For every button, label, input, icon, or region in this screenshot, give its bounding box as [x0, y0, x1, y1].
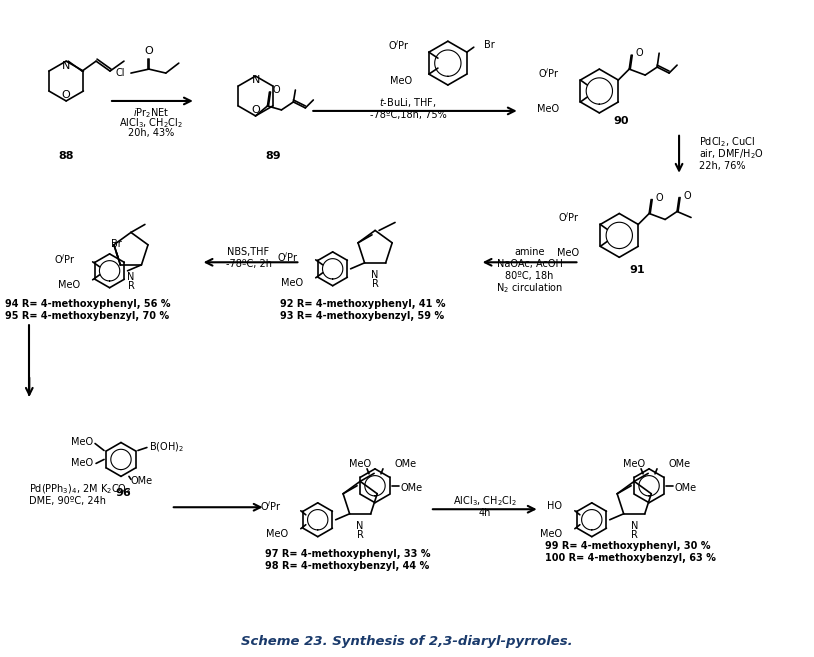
Text: PdCl$_2$, CuCl: PdCl$_2$, CuCl: [699, 135, 755, 148]
Text: 94 R= 4-methoxyphenyl, 56 %: 94 R= 4-methoxyphenyl, 56 %: [6, 299, 171, 309]
Text: OMe: OMe: [131, 476, 153, 486]
Text: OMe: OMe: [669, 459, 691, 469]
Text: Br: Br: [111, 239, 122, 249]
Text: N: N: [357, 521, 364, 531]
Text: NBS,THF: NBS,THF: [227, 247, 269, 258]
Text: 95 R= 4-methoxybenzyl, 70 %: 95 R= 4-methoxybenzyl, 70 %: [6, 311, 169, 321]
Text: MeO: MeO: [349, 459, 371, 469]
Text: $i$Pr$_2$NEt: $i$Pr$_2$NEt: [133, 106, 169, 120]
Text: MeO: MeO: [265, 529, 288, 539]
Text: Pd(PPh$_3$)$_4$, 2M K$_2$CO$_3$: Pd(PPh$_3$)$_4$, 2M K$_2$CO$_3$: [29, 482, 132, 496]
Text: O$^i$Pr: O$^i$Pr: [388, 38, 410, 52]
Text: MeO: MeO: [58, 280, 80, 290]
Text: 4h: 4h: [479, 509, 491, 518]
Text: R: R: [357, 530, 364, 540]
Text: 22h, 76%: 22h, 76%: [699, 161, 746, 171]
Text: MeO: MeO: [537, 104, 559, 114]
Text: B(OH)$_2$: B(OH)$_2$: [149, 441, 184, 454]
Text: 99 R= 4-methoxyphenyl, 30 %: 99 R= 4-methoxyphenyl, 30 %: [545, 541, 710, 551]
Text: MeO: MeO: [623, 459, 645, 469]
Text: -78ºC,18h, 75%: -78ºC,18h, 75%: [370, 110, 446, 120]
Text: $t$-BuLi, THF,: $t$-BuLi, THF,: [379, 97, 437, 110]
Text: NaOAc, AcOH: NaOAc, AcOH: [497, 260, 562, 269]
Text: AlCl$_3$, CH$_2$Cl$_2$: AlCl$_3$, CH$_2$Cl$_2$: [119, 116, 183, 130]
Text: -78ºC, 2h: -78ºC, 2h: [225, 260, 272, 269]
Text: MeO: MeO: [558, 248, 580, 258]
Text: O: O: [635, 48, 643, 58]
Text: air, DMF/H$_2$O: air, DMF/H$_2$O: [699, 147, 764, 161]
Text: O$^i$Pr: O$^i$Pr: [277, 250, 299, 263]
Text: MeO: MeO: [540, 529, 562, 539]
Text: amine: amine: [514, 247, 545, 258]
Text: 92 R= 4-methoxyphenyl, 41 %: 92 R= 4-methoxyphenyl, 41 %: [281, 299, 446, 309]
Text: O$^i$Pr: O$^i$Pr: [260, 499, 282, 512]
Text: OMe: OMe: [395, 459, 417, 469]
Text: O$^i$Pr: O$^i$Pr: [54, 252, 76, 266]
Text: 80ºC, 18h: 80ºC, 18h: [505, 271, 554, 281]
Text: N$_2$ circulation: N$_2$ circulation: [496, 281, 563, 295]
Text: 97 R= 4-methoxyphenyl, 33 %: 97 R= 4-methoxyphenyl, 33 %: [265, 549, 431, 559]
Text: O$^i$Pr: O$^i$Pr: [558, 211, 580, 225]
Text: 88: 88: [59, 150, 74, 161]
Text: MeO: MeO: [281, 278, 303, 288]
Text: 93 R= 4-methoxybenzyl, 59 %: 93 R= 4-methoxybenzyl, 59 %: [281, 311, 444, 321]
Text: O: O: [683, 191, 691, 200]
Text: MeO: MeO: [71, 436, 93, 447]
Text: N: N: [127, 272, 134, 283]
Text: N: N: [252, 75, 260, 85]
Text: 100 R= 4-methoxybenzyl, 63 %: 100 R= 4-methoxybenzyl, 63 %: [545, 553, 716, 563]
Text: N: N: [62, 61, 70, 71]
Text: O$^i$Pr: O$^i$Pr: [537, 66, 559, 80]
Text: MeO: MeO: [390, 76, 412, 86]
Text: HO: HO: [547, 501, 562, 510]
Text: 89: 89: [265, 150, 282, 161]
Text: DME, 90ºC, 24h: DME, 90ºC, 24h: [29, 496, 107, 507]
Text: N: N: [631, 521, 638, 531]
Text: Cl: Cl: [116, 68, 125, 78]
Text: 98 R= 4-methoxybenzyl, 44 %: 98 R= 4-methoxybenzyl, 44 %: [265, 561, 430, 571]
Text: O: O: [145, 46, 153, 57]
Text: O: O: [62, 90, 71, 100]
Text: 20h, 43%: 20h, 43%: [128, 128, 174, 138]
Text: 96: 96: [115, 488, 131, 498]
Text: O: O: [252, 105, 260, 115]
Text: 91: 91: [629, 265, 645, 275]
Text: 90: 90: [614, 116, 629, 126]
Text: OMe: OMe: [675, 483, 697, 493]
Text: R: R: [372, 279, 379, 289]
Text: AlCl$_3$, CH$_2$Cl$_2$: AlCl$_3$, CH$_2$Cl$_2$: [453, 494, 517, 508]
Text: MeO: MeO: [71, 459, 93, 468]
Text: N: N: [371, 270, 379, 281]
Text: O: O: [273, 85, 280, 95]
Text: OMe: OMe: [401, 483, 423, 493]
Text: Scheme 23. Synthesis of 2,3-diaryl-pyrroles.: Scheme 23. Synthesis of 2,3-diaryl-pyrro…: [241, 635, 573, 648]
Text: O: O: [655, 193, 663, 202]
Text: Br: Br: [484, 40, 494, 50]
Text: R: R: [631, 530, 637, 540]
Text: R: R: [128, 281, 134, 291]
